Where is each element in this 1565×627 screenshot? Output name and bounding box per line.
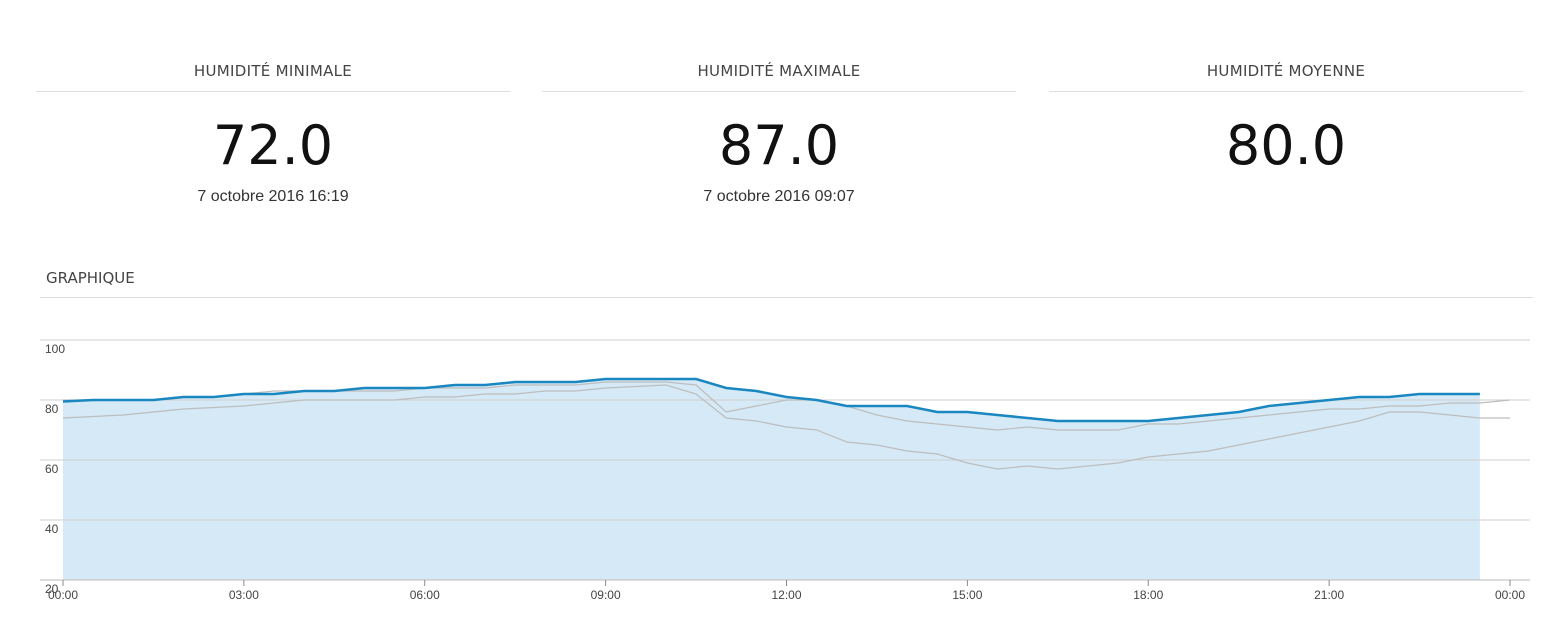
stat-card: HUMIDITÉ MINIMALE 72.0 7 octobre 2016 16… xyxy=(36,55,510,206)
y-tick-label: 100 xyxy=(45,342,65,356)
x-tick-label: 12:00 xyxy=(771,588,801,602)
y-tick-label: 80 xyxy=(45,402,59,416)
card-title: HUMIDITÉ MOYENNE xyxy=(1049,55,1523,92)
x-tick-label: 00:00 xyxy=(1495,588,1525,602)
area xyxy=(63,379,1480,580)
card-title: HUMIDITÉ MAXIMALE xyxy=(542,55,1016,92)
section-title: GRAPHIQUE xyxy=(40,264,1533,298)
x-tick-label: 06:00 xyxy=(410,588,440,602)
card-date: 7 octobre 2016 16:19 xyxy=(197,188,349,205)
stat-card: HUMIDITÉ MAXIMALE 87.0 7 octobre 2016 09… xyxy=(542,55,1016,206)
y-tick-label: 20 xyxy=(45,582,59,596)
line xyxy=(62,384,1510,470)
x-tick-label: 15:00 xyxy=(952,588,982,602)
card-title: HUMIDITÉ MINIMALE xyxy=(36,55,510,92)
card-date: 7 octobre 2016 09:07 xyxy=(703,188,855,205)
x-tick-label: 09:00 xyxy=(591,588,621,602)
line xyxy=(62,377,1480,423)
card-value: 72.0 xyxy=(212,114,334,177)
x-tick-label: 00:00 xyxy=(48,588,78,602)
x-tick-label: 18:00 xyxy=(1133,588,1163,602)
y-tick-label: 60 xyxy=(45,462,59,476)
y-tick-label: 40 xyxy=(45,522,59,536)
stat-card: HUMIDITÉ MOYENNE 80.0 xyxy=(1049,55,1523,176)
card-value: 87.0 xyxy=(718,114,840,177)
x-tick-label: 21:00 xyxy=(1314,588,1344,602)
card-value: 80.0 xyxy=(1225,114,1347,177)
x-tick-label: 03:00 xyxy=(229,588,259,602)
